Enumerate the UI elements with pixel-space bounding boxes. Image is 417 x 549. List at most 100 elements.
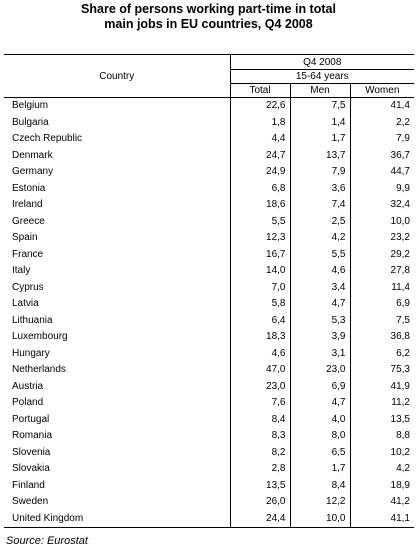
country-cell: Slovenia (4, 444, 231, 461)
country-cell: Bulgaria (4, 114, 231, 131)
country-cell: Czech Republic (4, 131, 231, 148)
period-header: Q4 2008 (230, 54, 414, 70)
men-cell: 12,2 (290, 494, 351, 511)
total-cell: 12,3 (230, 230, 291, 247)
country-cell: Austria (4, 378, 231, 395)
women-cell: 10,2 (390, 446, 410, 458)
table-row: Finland 13,5 8,4 18,9 (4, 477, 414, 494)
women-cell: 36,8 (390, 331, 410, 342)
table-row: Netherlands 47,0 23,0 75,3 (4, 362, 414, 379)
men-cell: 10,0 (290, 510, 351, 528)
country-cell: France (4, 246, 231, 263)
total-cell: 6,8 (230, 180, 291, 197)
table-row: United Kingdom 24,4 10,0 41,1 (4, 510, 414, 528)
men-cell: 8,0 (290, 428, 351, 445)
total-cell: 5,8 (230, 296, 291, 313)
women-cell: 2,2 (396, 116, 410, 128)
women-cell: 41,2 (390, 496, 410, 507)
women-cell: 9,9 (396, 182, 410, 194)
table-row: France 16,7 5,5 29,2 (4, 246, 414, 263)
table-row: Ireland 18,6 7,4 32,4 (4, 197, 414, 214)
women-cell: 29,2 (390, 248, 410, 260)
total-cell: 5,5 (230, 213, 291, 230)
total-cell: 16,7 (230, 246, 291, 263)
men-cell: 3,9 (290, 329, 351, 346)
table-row: Romania 8,3 8,0 8,8 (4, 428, 414, 445)
women-cell: 13,5 (390, 413, 410, 425)
men-cell: 3,1 (290, 345, 351, 362)
men-cell: 5,5 (290, 246, 351, 263)
total-cell: 22,6 (230, 97, 291, 115)
women-cell: 27,8 (390, 265, 410, 276)
men-cell: 5,3 (290, 312, 351, 329)
total-cell: 7,0 (230, 279, 291, 296)
total-cell: 26,0 (230, 494, 291, 511)
table-row: Luxembourg 18,3 3,9 36,8 (4, 329, 414, 346)
country-cell: Portugal (4, 411, 231, 428)
men-cell: 3,4 (290, 279, 351, 296)
table-row: Slovakia 2,8 1,7 4,2 (4, 461, 414, 478)
men-cell: 4,6 (290, 263, 351, 280)
table-row: Slovenia 8,2 6,5 10,2 (4, 444, 414, 461)
table-row: Latvia 5,8 4,7 6,9 (4, 296, 414, 313)
table-row: Portugal 8,4 4,0 13,5 (4, 411, 414, 428)
total-cell: 1,8 (230, 114, 291, 131)
women-cell: 7,9 (396, 133, 410, 144)
women-cell: 4,2 (396, 463, 410, 474)
women-cell: 44,7 (390, 166, 410, 177)
men-cell: 1,7 (290, 131, 351, 148)
table-row: Cyprus 7,0 3,4 11,4 (4, 279, 414, 296)
men-cell: 4,7 (290, 296, 351, 313)
country-header: Country (4, 54, 231, 98)
country-cell: Luxembourg (4, 329, 231, 346)
table-row: Greece 5,5 2,5 10,0 (4, 213, 414, 230)
table-row: Hungary 4,6 3,1 6,2 (4, 345, 414, 362)
table-row: Bulgaria 1,8 1,4 2,2 (4, 114, 414, 131)
country-cell: Greece (4, 213, 231, 230)
total-cell: 23,0 (230, 378, 291, 395)
men-cell: 7,9 (290, 164, 351, 181)
table-row: Czech Republic 4,4 1,7 7,9 (4, 131, 414, 148)
title-line-2: main jobs in EU countries, Q4 2008 (104, 17, 313, 31)
table-row: Germany 24,9 7,9 44,7 (4, 164, 414, 181)
total-cell: 4,4 (230, 131, 291, 148)
country-cell: Finland (4, 477, 231, 494)
men-cell: 6,5 (290, 444, 351, 461)
women-cell: 32,4 (390, 199, 410, 210)
part-time-table: Country Q4 2008 15-64 years Total Men Wo… (4, 54, 414, 528)
women-cell: 11,4 (391, 281, 410, 293)
women-cell: 18,9 (390, 479, 410, 491)
source-note: Source: Eurostat (6, 535, 88, 547)
table-row: Lithuania 6,4 5,3 7,5 (4, 312, 414, 329)
table-row: Poland 7,6 4,7 11,2 (4, 395, 414, 412)
table-row: Estonia 6,8 3,6 9,9 (4, 180, 414, 197)
men-cell: 2,5 (290, 213, 351, 230)
total-cell: 7,6 (230, 395, 291, 412)
women-cell: 41,4 (390, 100, 410, 111)
country-cell: United Kingdom (4, 510, 231, 528)
men-cell: 4,0 (290, 411, 351, 428)
women-cell: 41,9 (390, 380, 410, 392)
men-cell: 7,4 (290, 197, 351, 214)
country-cell: Sweden (4, 494, 231, 511)
men-cell: 4,7 (290, 395, 351, 412)
country-cell: Germany (4, 164, 231, 181)
country-cell: Spain (4, 230, 231, 247)
total-cell: 24,9 (230, 164, 291, 181)
total-cell: 18,6 (230, 197, 291, 214)
men-cell: 7,5 (290, 97, 351, 115)
total-cell: 4,6 (230, 345, 291, 362)
women-cell: 8,8 (396, 430, 410, 441)
table-title: Share of persons working part-time in to… (0, 2, 417, 32)
women-cell: 75,3 (390, 364, 410, 375)
col-header-men: Men (290, 83, 351, 98)
col-header-women: Women (350, 83, 414, 98)
total-cell: 6,4 (230, 312, 291, 329)
men-cell: 23,0 (290, 362, 351, 379)
country-cell: Denmark (4, 147, 231, 164)
men-cell: 3,6 (290, 180, 351, 197)
total-cell: 2,8 (230, 461, 291, 478)
men-cell: 6,9 (290, 378, 351, 395)
country-cell: Cyprus (4, 279, 231, 296)
country-cell: Latvia (4, 296, 231, 313)
